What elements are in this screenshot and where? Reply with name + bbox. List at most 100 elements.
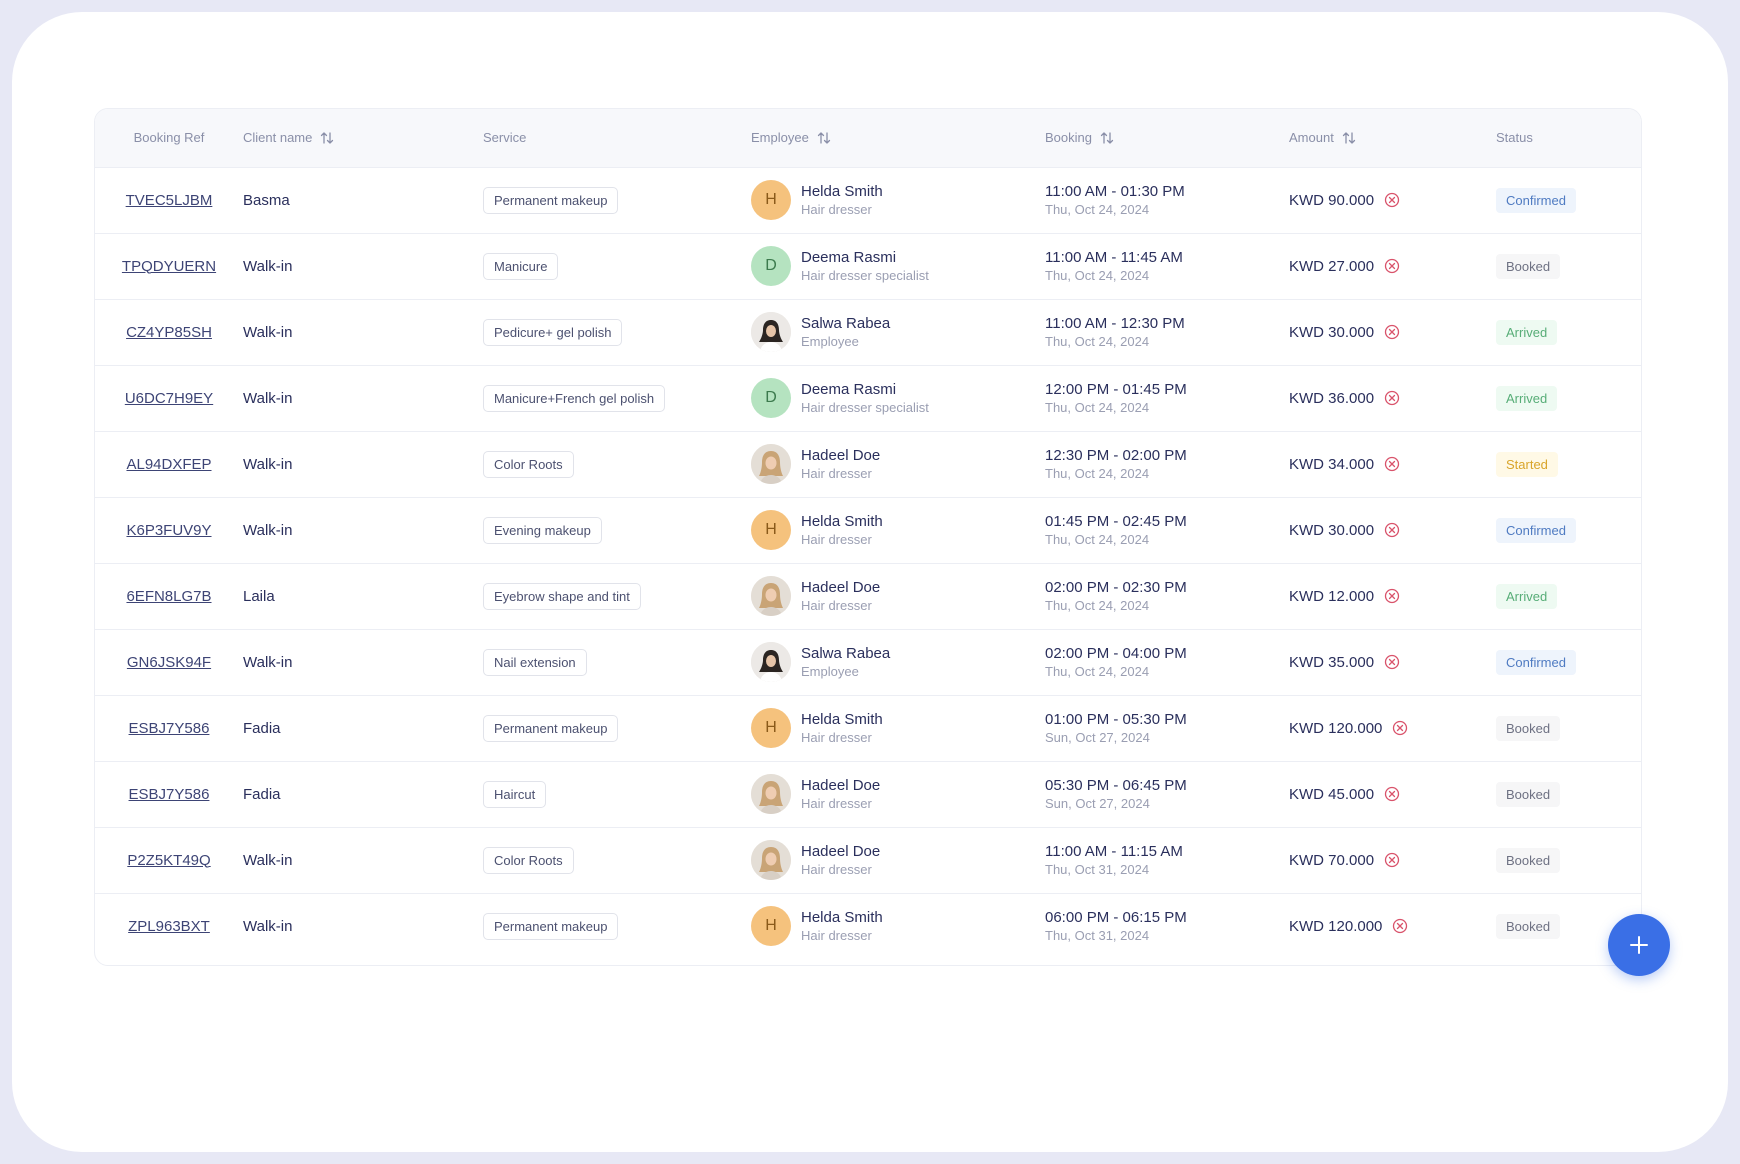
client-name-cell: Fadia — [243, 694, 483, 761]
booking-ref-link[interactable]: CZ4YP85SH — [126, 323, 212, 341]
booking-ref-link[interactable]: AL94DXFEP — [126, 455, 212, 473]
status-badge: Booked — [1496, 913, 1561, 939]
service-tag: Permanent makeup — [483, 714, 619, 742]
cancel-circle-icon[interactable] — [1384, 522, 1400, 538]
client-name: Walk-in — [243, 521, 293, 539]
booking-time-cell: 11:00 AM - 11:15 AM Thu, Oct 31, 2024 — [1045, 826, 1289, 893]
header-client-name[interactable]: Client name — [243, 109, 483, 168]
amount-cell: KWD 120.000 — [1289, 892, 1496, 959]
booking-time-cell: 01:45 PM - 02:45 PM Thu, Oct 24, 2024 — [1045, 496, 1289, 563]
amount-value: KWD 70.000 — [1289, 851, 1375, 869]
avatar: H — [751, 708, 791, 748]
service-cell: Evening makeup — [483, 496, 751, 563]
client-name: Laila — [243, 587, 275, 605]
table-row[interactable]: TVEC5LJBM Basma Permanent makeup H Helda Smi… — [95, 167, 1641, 233]
amount-cell: KWD 36.000 — [1289, 364, 1496, 431]
booking-time-cell: 05:30 PM - 06:45 PM Sun, Oct 27, 2024 — [1045, 760, 1289, 827]
cancel-circle-icon[interactable] — [1384, 786, 1400, 802]
client-name-cell: Walk-in — [243, 826, 483, 893]
booking-ref-link[interactable]: U6DC7H9EY — [124, 389, 214, 407]
amount-value: KWD 34.000 — [1289, 455, 1375, 473]
amount-cell: KWD 12.000 — [1289, 562, 1496, 629]
sort-arrows-icon[interactable] — [320, 131, 334, 145]
booking-date: Thu, Oct 24, 2024 — [1045, 267, 1150, 283]
table-row[interactable]: U6DC7H9EY Walk-in Manicure+French gel poli… — [95, 364, 1641, 431]
client-name-cell: Laila — [243, 562, 483, 629]
booking-ref-cell: U6DC7H9EY — [95, 364, 243, 431]
table-row[interactable]: AL94DXFEP Walk-in Color Roots Hadeel Doe Hai… — [95, 430, 1641, 497]
cancel-circle-icon[interactable] — [1384, 588, 1400, 604]
table-row[interactable]: ZPL963BXT Walk-in Permanent makeup H Helda S… — [95, 892, 1641, 959]
cancel-circle-icon[interactable] — [1384, 852, 1400, 868]
table-row[interactable]: GN6JSK94F Walk-in Nail extension Salwa Rabe… — [95, 628, 1641, 695]
cancel-circle-icon[interactable] — [1384, 456, 1400, 472]
service-cell: Haircut — [483, 760, 751, 827]
cancel-circle-icon[interactable] — [1384, 192, 1400, 208]
booking-ref-link[interactable]: ESBJ7Y586 — [128, 785, 210, 803]
header-amount[interactable]: Amount — [1289, 109, 1496, 168]
booking-ref-link[interactable]: TVEC5LJBM — [125, 191, 213, 209]
employee-cell: H Helda Smith Hair dresser — [751, 167, 1045, 233]
sort-arrows-icon[interactable] — [1100, 131, 1114, 145]
window-frame: Booking Ref Client name Service Employee… — [12, 12, 1728, 1152]
sort-arrows-icon[interactable] — [817, 131, 831, 145]
booking-ref-link[interactable]: TPQDYUERN — [121, 257, 217, 275]
status-cell: Booked — [1496, 760, 1641, 827]
service-cell: Nail extension — [483, 628, 751, 695]
service-tag: Evening makeup — [483, 516, 602, 544]
employee-name: Helda Smith — [801, 710, 883, 728]
booking-ref-link[interactable]: 6EFN8LG7B — [126, 587, 212, 605]
booking-time: 01:00 PM - 05:30 PM — [1045, 710, 1187, 728]
booking-time: 01:45 PM - 02:45 PM — [1045, 512, 1187, 530]
table-row[interactable]: ESBJ7Y586 Fadia Permanent makeup H Helda Smi… — [95, 694, 1641, 761]
table-row[interactable]: CZ4YP85SH Walk-in Pedicure+ gel polish Salw… — [95, 298, 1641, 365]
add-booking-button[interactable] — [1608, 914, 1670, 976]
booking-time-cell: 11:00 AM - 01:30 PM Thu, Oct 24, 2024 — [1045, 167, 1289, 233]
sort-arrows-icon[interactable] — [1342, 131, 1356, 145]
cancel-circle-icon[interactable] — [1384, 654, 1400, 670]
header-employee[interactable]: Employee — [751, 109, 1045, 168]
header-status: Status — [1496, 109, 1641, 168]
header-booking[interactable]: Booking — [1045, 109, 1289, 168]
booking-time: 12:30 PM - 02:00 PM — [1045, 446, 1187, 464]
employee-name: Salwa Rabea — [801, 644, 891, 662]
employee-role: Hair dresser — [801, 531, 872, 547]
table-row[interactable]: K6P3FUV9Y Walk-in Evening makeup H Helda Smi… — [95, 496, 1641, 563]
service-tag: Eyebrow shape and tint — [483, 582, 641, 610]
table-row[interactable]: P2Z5KT49Q Walk-in Color Roots Hadeel Doe Hai… — [95, 826, 1641, 893]
booking-ref-link[interactable]: P2Z5KT49Q — [127, 851, 211, 869]
employee-name: Helda Smith — [801, 182, 883, 200]
employee-role: Hair dresser — [801, 795, 872, 811]
status-badge: Arrived — [1496, 319, 1558, 345]
employee-role: Hair dresser — [801, 201, 872, 217]
booking-ref-link[interactable]: K6P3FUV9Y — [126, 521, 212, 539]
employee-cell: H Helda Smith Hair dresser — [751, 496, 1045, 563]
table-row[interactable]: TPQDYUERN Walk-in Manicure D Deema Rasmi Hair… — [95, 232, 1641, 299]
table-row[interactable]: 6EFN8LG7B Laila Eyebrow shape and tint Hade… — [95, 562, 1641, 629]
employee-cell: Salwa Rabea Employee — [751, 298, 1045, 365]
cancel-circle-icon[interactable] — [1384, 324, 1400, 340]
avatar — [751, 840, 791, 880]
cancel-circle-icon[interactable] — [1392, 918, 1408, 934]
employee-name: Hadeel Doe — [801, 446, 881, 464]
avatar — [751, 312, 791, 352]
booking-time: 11:00 AM - 01:30 PM — [1045, 182, 1185, 200]
cancel-circle-icon[interactable] — [1392, 720, 1408, 736]
status-badge: Booked — [1496, 253, 1561, 279]
status-badge: Confirmed — [1496, 187, 1576, 213]
booking-ref-link[interactable]: ESBJ7Y586 — [128, 719, 210, 737]
table-row[interactable]: ESBJ7Y586 Fadia Haircut Hadeel Doe Hair dres… — [95, 760, 1641, 827]
booking-ref-link[interactable]: GN6JSK94F — [126, 653, 212, 671]
booking-ref-cell: TVEC5LJBM — [95, 167, 243, 233]
employee-role: Hair dresser — [801, 927, 872, 943]
status-badge: Started — [1496, 451, 1558, 477]
booking-ref-link[interactable]: ZPL963BXT — [128, 917, 210, 935]
employee-role: Hair dresser — [801, 729, 872, 745]
client-name: Walk-in — [243, 851, 293, 869]
cancel-circle-icon[interactable] — [1384, 390, 1400, 406]
employee-role: Hair dresser — [801, 597, 872, 613]
cancel-circle-icon[interactable] — [1384, 258, 1400, 274]
service-tag: Color Roots — [483, 846, 574, 874]
client-name: Walk-in — [243, 257, 293, 275]
status-badge: Confirmed — [1496, 517, 1576, 543]
